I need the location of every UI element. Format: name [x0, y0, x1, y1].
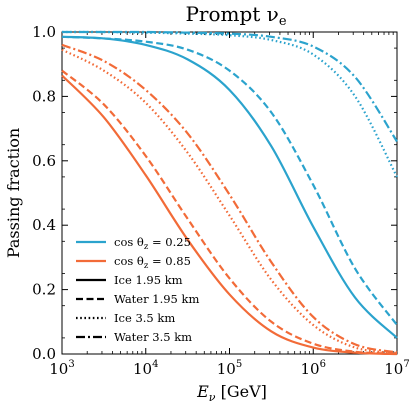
- series-line-1: [61, 35, 398, 326]
- series-line-7: [61, 43, 398, 354]
- x-tick-label: 107: [384, 359, 409, 378]
- y-tick-label: 0.4: [32, 216, 56, 234]
- legend-label-4: Ice 3.5 km: [114, 311, 175, 325]
- y-tick-label: 0.0: [32, 345, 56, 363]
- series-lines: [61, 30, 398, 356]
- series-line-4: [61, 74, 398, 356]
- x-axis-label: Eν [GeV]: [196, 382, 267, 404]
- series-line-6: [61, 48, 398, 355]
- x-axis-label-subscript: ν: [209, 391, 216, 404]
- axis-ticks: 103 104 105 106 107 0.0 0.2 0.4 0.6 0.8 1.0: [32, 23, 410, 378]
- x-axis-unit: [GeV]: [221, 382, 267, 401]
- series-line-0: [61, 35, 398, 339]
- legend-label-1: cos θz = 0.85: [114, 254, 191, 271]
- chart-title-subscript: e: [279, 14, 287, 29]
- y-tick-label: 0.8: [32, 87, 56, 105]
- series-line-5: [61, 69, 398, 355]
- x-tick-label: 104: [133, 359, 158, 378]
- legend: cos θz = 0.25 cos θz = 0.85 Ice 1.95 km Wat…: [76, 235, 199, 344]
- legend-label-3: Water 1.95 km: [114, 292, 199, 306]
- y-tick-label: 1.0: [32, 23, 56, 41]
- y-tick-label: 0.6: [32, 152, 56, 170]
- y-tick-label: 0.2: [32, 281, 56, 299]
- chart-title: Prompt νe: [185, 2, 286, 29]
- legend-label-0: cos θz = 0.25: [114, 235, 191, 252]
- x-tick-label: 103: [49, 359, 74, 378]
- series-line-2: [61, 30, 398, 178]
- x-tick-label: 105: [217, 359, 242, 378]
- legend-label-2: Ice 1.95 km: [114, 273, 183, 287]
- series-line-3: [61, 30, 398, 143]
- legend-label-5: Water 3.5 km: [114, 330, 192, 344]
- y-axis-label: Passing fraction: [4, 128, 23, 258]
- x-tick-label: 106: [301, 359, 326, 378]
